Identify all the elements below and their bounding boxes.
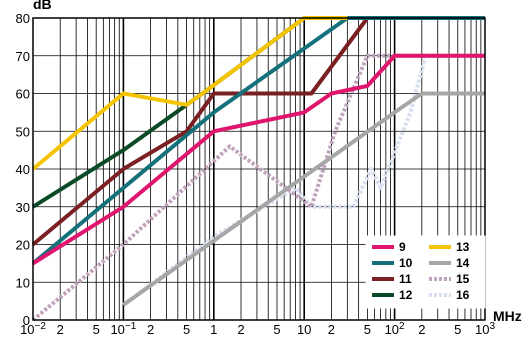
- x-tick-label: 1: [210, 322, 217, 337]
- y-tick-label: 30: [16, 200, 30, 215]
- x-tick-label: 5: [364, 322, 371, 337]
- y-tick-label: 80: [16, 11, 30, 26]
- x-tick-label: 2: [147, 322, 154, 337]
- y-tick-label: 20: [16, 238, 30, 253]
- x-tick-label: 2: [57, 322, 64, 337]
- legend-label-16: 16: [456, 288, 470, 302]
- x-tick-label: 103: [475, 321, 495, 337]
- series-line-9: [31, 53, 485, 266]
- y-tick-label: 0: [23, 313, 30, 328]
- legend-label-10: 10: [399, 256, 413, 270]
- y-axis-label: dB: [33, 0, 52, 12]
- x-tick-label: 2: [328, 322, 335, 337]
- legend-label-11: 11: [399, 272, 412, 286]
- series-line-15: [31, 53, 485, 322]
- y-tick-label: 60: [16, 87, 30, 102]
- legend-label-9: 9: [399, 240, 406, 254]
- x-tick-label: 5: [93, 322, 100, 337]
- y-tick-label: 70: [16, 49, 30, 64]
- x-axis-label: MHz: [493, 308, 522, 324]
- y-tick-label: 10: [16, 275, 30, 290]
- x-tick-label: 5: [273, 322, 280, 337]
- x-tick-label: 10: [297, 322, 311, 337]
- y-tick-labels: 0 10 20 30 40 50 60 70 80: [16, 11, 30, 328]
- plot-frame: [32, 17, 486, 321]
- x-tick-label: 2: [237, 322, 244, 337]
- x-tick-label: 5: [183, 322, 190, 337]
- x-tick-label: 2: [418, 322, 425, 337]
- legend-label-13: 13: [456, 240, 470, 254]
- legend-label-15: 15: [456, 272, 470, 286]
- series-line-14: [122, 91, 485, 307]
- x-tick-label: 10−2: [20, 321, 46, 337]
- y-tick-label: 40: [16, 162, 30, 177]
- legend: 9 13 10 14 11 15 12 16: [365, 235, 486, 309]
- x-tick-label: 10−1: [110, 321, 136, 337]
- y-tick-label: 50: [16, 124, 30, 139]
- x-tick-labels: 10−2 2 5 10−1 2 5 1 2 5 10 2 5 102 2 5 103: [20, 321, 495, 337]
- x-tick-label: 102: [385, 321, 405, 337]
- legend-label-12: 12: [399, 288, 413, 302]
- x-tick-label: 5: [454, 322, 461, 337]
- legend-label-14: 14: [456, 256, 470, 270]
